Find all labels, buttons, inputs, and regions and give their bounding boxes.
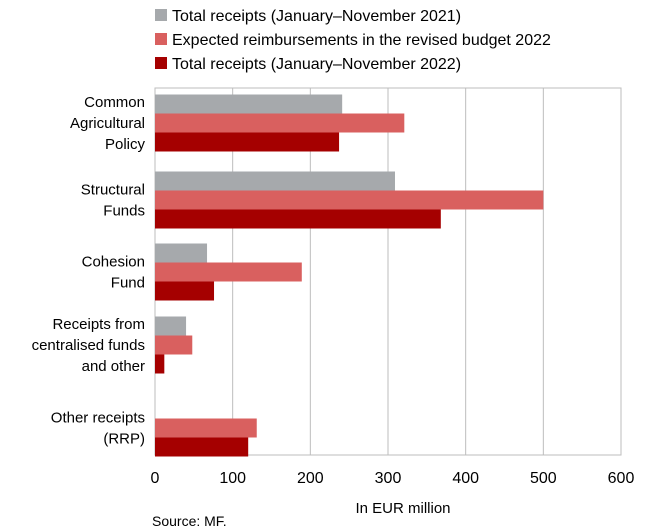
bar-cat0-series1 [155,113,405,133]
category-labels: Common Agricultural Policy Structural Funds C… [32,94,146,448]
legend-label-0: Total receipts (January–November 2021) [172,8,461,25]
legend: Total receipts (January–November 2021) Ex… [155,8,551,73]
x-tick-label-6: 600 [608,470,635,487]
bar-cat4-series1 [155,418,257,438]
legend-swatch-1 [155,33,167,45]
bar-cat2-series0 [155,243,208,263]
category-label-3-2: and other [82,358,145,375]
x-tick-label-3: 300 [375,470,402,487]
x-tick-label-1: 100 [219,470,246,487]
x-tick-label-0: 0 [151,470,160,487]
category-label-4-0: Other receipts [51,410,145,427]
bar-cat1-series2 [155,209,441,229]
legend-swatch-2 [155,57,167,69]
legend-label-2: Total receipts (January–November 2022) [172,56,461,73]
bar-cat0-series0 [155,94,343,114]
category-label-4-1: (RRP) [103,431,145,448]
bar-cat2-series1 [155,262,302,282]
category-label-1-0: Structural [81,182,145,199]
bars [155,94,544,457]
category-label-3-0: Receipts from [52,316,145,333]
category-label-2-0: Cohesion [82,254,145,271]
x-axis-title: In EUR million [355,500,450,517]
source-note: Source: MF. [152,513,227,529]
bar-cat4-series2 [155,437,249,457]
category-label-2-1: Fund [111,275,145,292]
bar-cat1-series0 [155,171,395,191]
x-tick-labels: 0 100 200 300 400 500 600 [151,470,635,487]
bar-cat3-series1 [155,335,193,355]
bar-cat0-series2 [155,132,340,152]
x-tick-label-2: 200 [297,470,324,487]
category-label-3-1: centralised funds [32,337,145,354]
x-tick-label-4: 400 [452,470,479,487]
category-label-0-0: Common [84,94,145,111]
bar-cat1-series1 [155,190,544,210]
category-label-0-2: Policy [105,136,146,153]
category-label-0-1: Agricultural [70,115,145,132]
bar-cat2-series2 [155,281,215,301]
bar-cat3-series0 [155,316,187,336]
legend-label-1: Expected reimbursements in the revised b… [172,32,551,49]
x-tick-label-5: 500 [530,470,557,487]
bar-cat3-series2 [155,354,165,374]
legend-swatch-0 [155,9,167,21]
category-label-1-1: Funds [103,203,145,220]
